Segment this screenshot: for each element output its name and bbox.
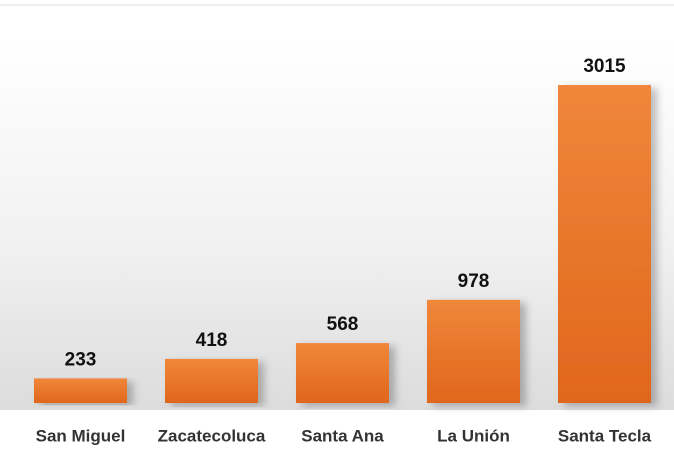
- x-tick-label: Santa Ana: [301, 426, 384, 445]
- bar: [427, 299, 520, 403]
- data-label: 418: [196, 330, 228, 351]
- x-tick-label: La Unión: [437, 426, 510, 445]
- bar: [296, 343, 389, 403]
- bar: [558, 85, 651, 403]
- data-label: 3015: [583, 56, 626, 77]
- data-label: 978: [458, 271, 490, 292]
- data-label: 233: [65, 349, 97, 370]
- x-tick-label: San Miguel: [36, 426, 126, 445]
- data-label: 568: [327, 314, 359, 335]
- bar: [34, 378, 127, 403]
- x-tick-label: Santa Tecla: [558, 426, 652, 445]
- bar: [165, 358, 258, 403]
- x-tick-label: Zacatecoluca: [158, 426, 266, 445]
